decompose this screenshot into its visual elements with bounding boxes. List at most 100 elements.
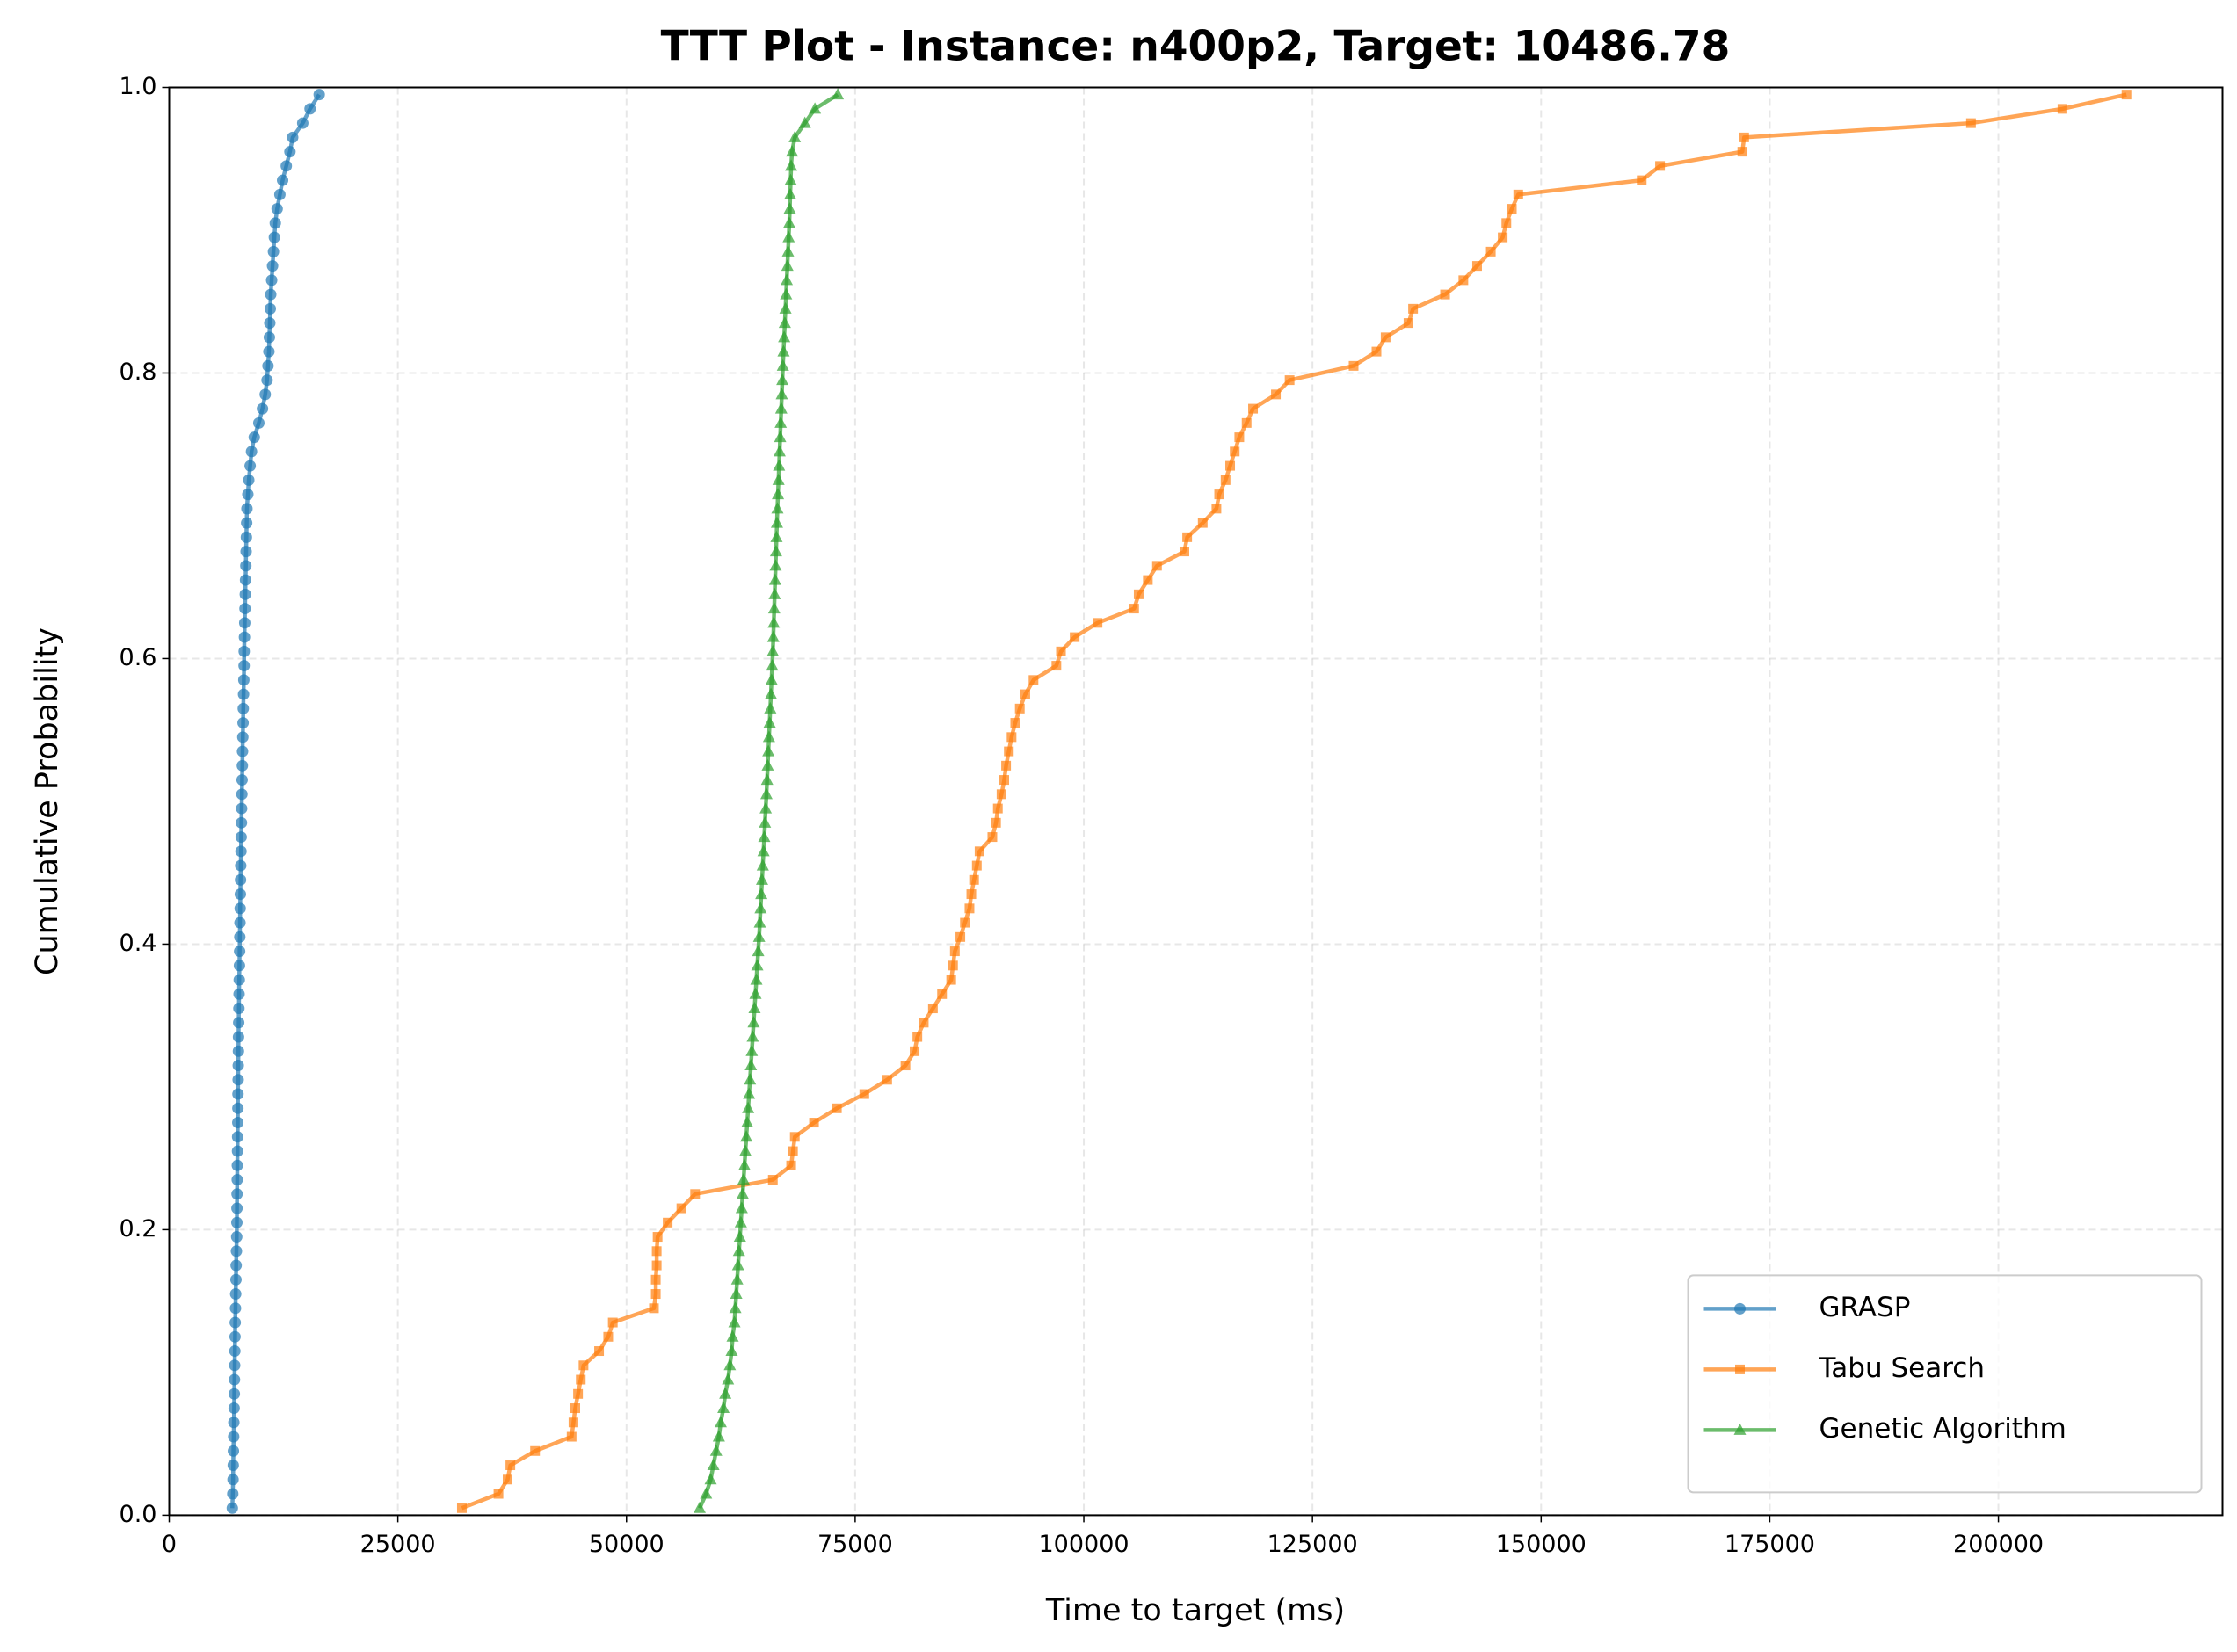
data-point: [776, 359, 789, 371]
x-tick-label: 100000: [1038, 1531, 1129, 1558]
data-point: [1006, 732, 1017, 743]
data-point: [751, 959, 764, 971]
data-point: [740, 1130, 753, 1142]
data-point: [1093, 618, 1103, 628]
data-point: [238, 660, 251, 672]
data-point: [1471, 261, 1482, 272]
data-point: [1737, 147, 1747, 157]
data-point: [769, 545, 782, 557]
series-line: [697, 92, 839, 1510]
data-point: [267, 245, 280, 257]
data-point: [1403, 318, 1413, 329]
data-point: [232, 1060, 244, 1072]
data-point: [948, 960, 958, 971]
data-point: [1020, 689, 1030, 699]
data-point: [763, 716, 776, 728]
data-point: [728, 1315, 741, 1328]
data-point: [781, 244, 795, 257]
data-point: [234, 888, 246, 901]
data-point: [694, 1501, 707, 1513]
legend-box: [1687, 1274, 2203, 1494]
data-point: [229, 1388, 241, 1400]
data-point: [266, 260, 279, 272]
data-point: [227, 1460, 239, 1472]
data-point: [1655, 161, 1666, 171]
data-point: [1211, 504, 1222, 514]
data-point: [1348, 360, 1359, 371]
data-point: [257, 402, 269, 415]
data-point: [649, 1303, 659, 1314]
data-point: [493, 1489, 504, 1499]
y-axis-label: Cumulative Probability: [30, 627, 65, 975]
data-point: [241, 517, 253, 529]
data-point: [1371, 346, 1382, 357]
data-point: [313, 89, 325, 101]
data-point: [238, 645, 251, 657]
data-point: [786, 145, 799, 157]
data-point: [237, 674, 250, 686]
data-point: [238, 631, 251, 643]
data-point: [775, 388, 788, 400]
data-point: [784, 187, 797, 199]
data-point: [767, 616, 781, 628]
data-point: [236, 759, 249, 772]
data-point: [782, 230, 795, 243]
data-point: [769, 559, 782, 571]
data-point: [1179, 547, 1189, 557]
data-point: [1965, 118, 1976, 128]
data-point: [248, 431, 260, 444]
data-point: [999, 775, 1010, 786]
data-point: [232, 1031, 244, 1043]
data-point: [747, 1016, 760, 1028]
data-point: [1056, 646, 1066, 656]
data-point: [735, 1201, 748, 1214]
data-point: [502, 1474, 512, 1485]
data-point: [966, 889, 977, 900]
data-point: [229, 1302, 242, 1315]
data-point: [264, 302, 276, 315]
data-point: [237, 688, 250, 700]
data-point: [755, 873, 768, 885]
data-point: [1182, 532, 1193, 542]
data-point: [296, 117, 309, 129]
data-point: [650, 1289, 661, 1300]
data-point: [778, 316, 791, 329]
data-point: [753, 916, 766, 928]
data-point: [752, 930, 766, 942]
data-point: [676, 1203, 686, 1214]
data-point: [241, 503, 253, 515]
data-point: [741, 1116, 754, 1128]
data-point: [759, 787, 773, 800]
data-point: [240, 546, 252, 558]
data-point: [651, 1246, 662, 1257]
data-point: [937, 989, 948, 999]
data-point: [230, 1259, 243, 1272]
data-point: [239, 588, 251, 600]
data-point: [228, 1402, 240, 1415]
data-point: [237, 702, 250, 714]
data-point: [745, 1044, 759, 1056]
x-tick-label: 150000: [1496, 1531, 1587, 1558]
data-point: [731, 1258, 744, 1271]
data-point: [576, 1374, 586, 1385]
data-point: [974, 846, 984, 857]
data-point: [1051, 661, 1062, 671]
legend-marker: [1735, 1364, 1745, 1374]
data-point: [765, 673, 778, 685]
data-point: [231, 1145, 243, 1157]
data-point: [912, 1032, 923, 1042]
data-point: [268, 231, 280, 243]
data-point: [231, 1159, 243, 1171]
data-point: [742, 1101, 755, 1113]
data-point: [767, 1175, 778, 1185]
data-point: [229, 1359, 241, 1372]
data-point: [237, 717, 250, 729]
data-point: [231, 1188, 243, 1200]
data-point: [228, 1445, 240, 1457]
data-point: [236, 788, 248, 801]
data-point: [269, 217, 281, 229]
data-point: [789, 1132, 800, 1142]
data-point: [1408, 303, 1419, 314]
data-point: [566, 1431, 577, 1442]
data-point: [755, 888, 768, 900]
